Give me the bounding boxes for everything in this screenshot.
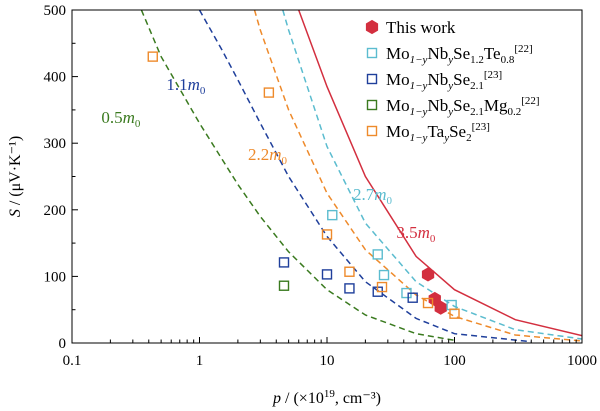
x-tick-label: 1 [196, 353, 204, 369]
model-curve-2 [253, 10, 582, 342]
curve-label-0: 0.5m0 [101, 108, 141, 130]
curve-label-1: 1.1m0 [166, 75, 206, 97]
model-curve-1 [198, 10, 532, 343]
data-point-s3-p0 [278, 280, 290, 291]
curve-label-3: 2.7m0 [353, 185, 393, 207]
y-tick-label: 0 [59, 336, 67, 352]
data-point-s2-p4 [407, 292, 418, 303]
legend-entry-1: Mo1−yNbySe1.2Te0.8[22] [386, 43, 533, 66]
data-point-s2-p0 [278, 257, 290, 268]
data-point-s2-p1 [321, 269, 333, 280]
data-point-s4-p2 [321, 229, 333, 240]
y-tick-label: 400 [44, 70, 67, 86]
model-curve-4 [297, 10, 582, 337]
y-axis-label-unit: / (μV·K⁻¹) [7, 136, 24, 209]
legend-entry-2: Mo1−yNbySe2.1[23] [386, 69, 502, 92]
curve-label-4: 3.5m0 [396, 223, 436, 245]
data-point-s4-p0 [147, 51, 158, 62]
data-point-s2-p2 [344, 283, 355, 294]
axis-ticks: 0.1 1 10 100 1000 0 100 200 300 400 500 [44, 3, 598, 369]
legend-entry-0: This work [386, 18, 456, 37]
x-tick-label: 100 [443, 353, 466, 369]
y-tick-label: 200 [44, 203, 67, 219]
data-point-s4-p6 [449, 308, 460, 319]
legend: This work Mo1−yNbySe1.2Te0.8[22] Mo1−yNbyS… [365, 18, 540, 144]
legend-marker-3 [366, 99, 378, 111]
x-tick-label: 1000 [567, 353, 597, 369]
data-point-s1-p2 [378, 269, 390, 281]
x-tick-label: 0.1 [63, 353, 82, 369]
x-tick-label: 10 [320, 353, 335, 369]
data-point-s1-p0 [327, 209, 338, 221]
legend-marker-1 [366, 47, 378, 59]
data-point-s4-p5 [422, 297, 434, 309]
data-point-s4-p1 [263, 87, 275, 98]
data-point-s0-p2 [434, 300, 447, 315]
legend-marker-0 [365, 19, 379, 35]
x-axis-label-exponent: 19 [324, 388, 336, 400]
legend-entry-4: Mo1−yTaySe2[23] [386, 121, 490, 144]
x-axis-label: p / (×1019, cm⁻³) [272, 388, 381, 407]
y-axis-label-symbol: S [7, 209, 24, 217]
y-tick-label: 500 [44, 3, 67, 19]
y-tick-label: 100 [44, 269, 67, 285]
data-point-s4-p3 [344, 266, 355, 277]
data-point-s4-p4 [376, 281, 388, 293]
x-axis-label-unit: , cm⁻³) [335, 390, 381, 407]
y-axis-label: S / (μV·K⁻¹) [7, 136, 24, 217]
legend-marker-2 [366, 73, 378, 85]
model-curves [140, 10, 582, 343]
data-point-s1-p1 [372, 249, 383, 260]
x-axis-label-text: / (×10 [281, 390, 324, 407]
data-point-s0-p0 [421, 267, 435, 282]
legend-marker-4 [366, 125, 378, 137]
curve-label-2: 2.2m0 [248, 145, 288, 167]
legend-entry-3: Mo1−yNbySe2.1Mg0.2[22] [386, 95, 540, 118]
model-curve-0 [140, 10, 455, 342]
y-tick-label: 300 [44, 136, 67, 152]
x-axis-label-symbol: p [272, 390, 281, 407]
data-points [147, 51, 460, 319]
model-curve-3 [282, 10, 582, 340]
